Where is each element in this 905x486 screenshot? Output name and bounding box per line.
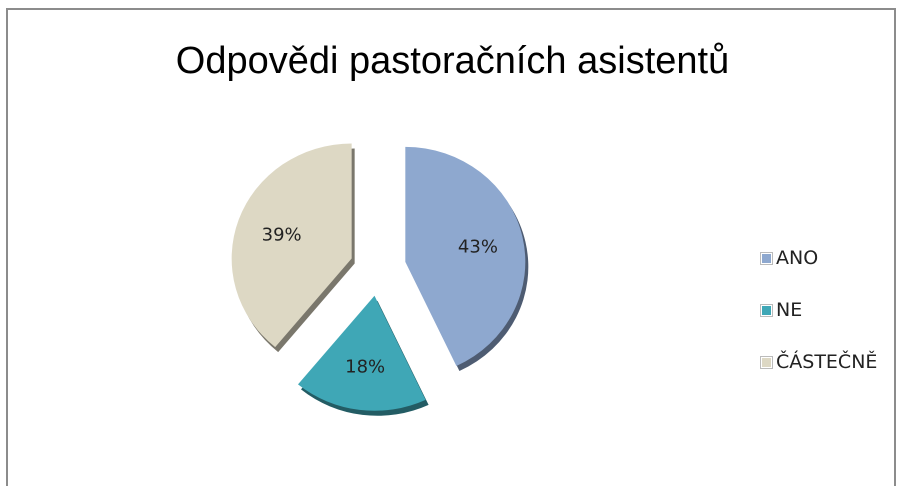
legend-label-castecne: ČÁSTEČNĚ [776,351,878,373]
slice-label-ano: 43% [458,236,498,257]
slice-ne [297,295,426,411]
legend-swatch-ano [760,251,773,265]
chart-frame [6,8,896,486]
legend-item-ne: NE [760,284,877,336]
slice-label-ne: 18% [345,357,385,378]
slice-castecne [231,143,352,348]
slice-ano [405,146,526,366]
chart-title: Odpovědi pastoračních asistentů [175,40,730,82]
slice-label-castecne: 39% [262,224,302,245]
legend-item-castecne: ČÁSTEČNĚ [760,336,878,388]
legend: ANO NE ČÁSTEČNĚ [760,232,878,388]
legend-item-ano: ANO [760,232,877,284]
legend-label-ne: NE [776,299,803,321]
legend-swatch-castecne [760,355,773,369]
legend-label-ano: ANO [776,247,819,269]
legend-swatch-ne [760,303,773,317]
